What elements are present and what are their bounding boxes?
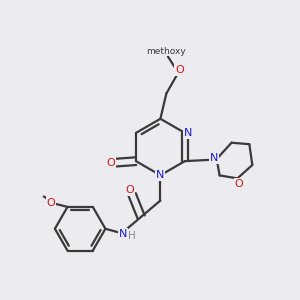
- Text: N: N: [210, 153, 218, 163]
- Text: O: O: [46, 198, 55, 208]
- Text: N: N: [156, 170, 165, 180]
- Text: O: O: [106, 158, 115, 168]
- Text: O: O: [235, 179, 243, 189]
- Text: N: N: [184, 128, 192, 138]
- Text: H: H: [128, 231, 135, 241]
- Text: N: N: [119, 229, 128, 239]
- Text: O: O: [125, 185, 134, 195]
- Text: methoxy: methoxy: [146, 46, 186, 56]
- Text: O: O: [175, 65, 184, 75]
